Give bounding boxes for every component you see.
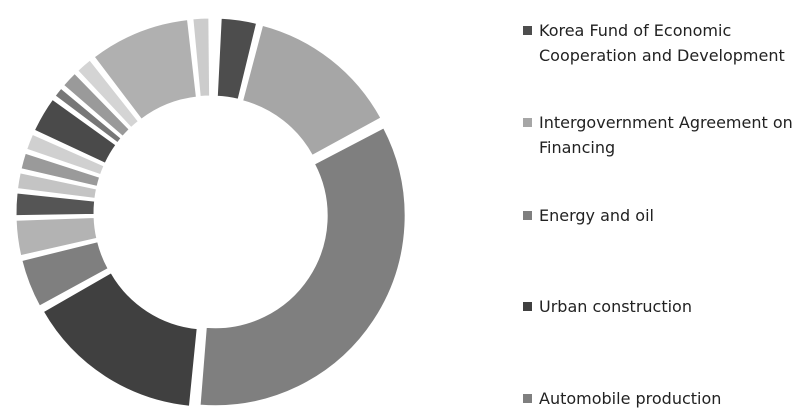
donut <box>15 17 406 407</box>
legend-label: Automobile production <box>539 389 722 408</box>
legend-label: Urban construction <box>539 297 692 316</box>
donut-segment <box>33 98 117 164</box>
legend-swatch <box>523 302 532 311</box>
legend-label: Intergovernment Agreement on Financing <box>539 113 793 157</box>
donut-segment <box>63 72 130 137</box>
donut-segment <box>15 192 96 217</box>
donut-segment <box>242 24 382 157</box>
legend-swatch <box>523 26 532 35</box>
donut-segment <box>93 19 197 120</box>
legend-item: Automobile production <box>523 386 795 410</box>
legend-label: Energy and oil <box>539 206 654 225</box>
donut-segment <box>54 87 122 144</box>
donut-segment <box>42 272 198 407</box>
legend-item: Urban construction <box>523 294 795 319</box>
donut-segment <box>192 17 211 98</box>
donut-segment <box>15 217 98 257</box>
legend-item: Korea Fund of Economic Cooperation and D… <box>523 18 795 68</box>
donut-segment <box>16 172 98 199</box>
donut-segment <box>20 152 101 187</box>
donut-segment <box>77 59 139 129</box>
legend-label: Korea Fund of Economic Cooperation and D… <box>539 21 785 65</box>
legend-swatch <box>523 211 532 220</box>
donut-segment <box>199 127 406 407</box>
legend-item: Intergovernment Agreement on Financing <box>523 110 795 160</box>
donut-segment <box>216 17 258 100</box>
legend-swatch <box>523 118 532 127</box>
legend-swatch <box>523 394 532 403</box>
donut-segment <box>21 241 109 307</box>
legend-item: Energy and oil <box>523 203 795 228</box>
donut-segment <box>26 133 105 176</box>
